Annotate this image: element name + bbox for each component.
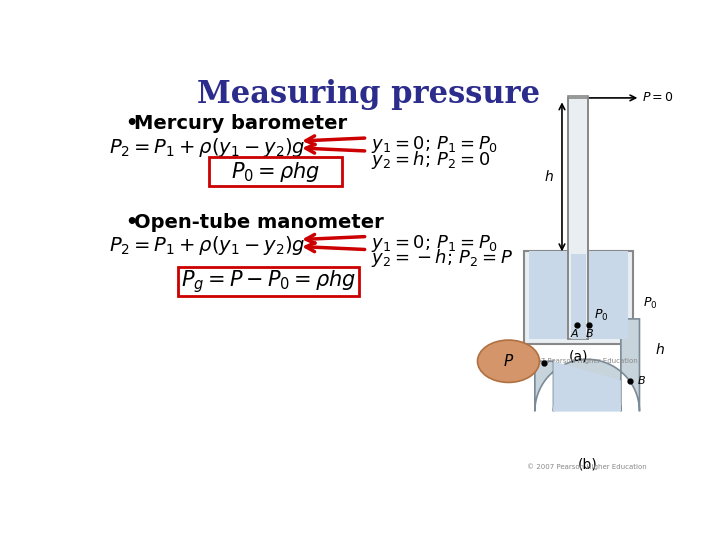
Ellipse shape <box>477 340 539 382</box>
Polygon shape <box>554 361 621 411</box>
Text: © 2007 Pearson Higher Education: © 2007 Pearson Higher Education <box>527 464 647 470</box>
FancyBboxPatch shape <box>178 267 359 296</box>
Text: •: • <box>125 213 138 232</box>
Text: $P_0$: $P_0$ <box>594 308 608 323</box>
Text: Mercury barometer: Mercury barometer <box>134 114 347 133</box>
Text: Measuring pressure: Measuring pressure <box>197 79 541 110</box>
Text: $B$: $B$ <box>585 327 593 339</box>
Text: (a): (a) <box>569 350 588 364</box>
Bar <box>528 251 628 339</box>
Text: $P_2 = P_1 + \rho(y_1 - y_2)g$: $P_2 = P_1 + \rho(y_1 - y_2)g$ <box>109 234 306 257</box>
Text: © 2007 Pearson Higher Education: © 2007 Pearson Higher Education <box>518 357 638 364</box>
Text: $P_0$: $P_0$ <box>642 296 657 311</box>
Text: •: • <box>125 114 138 133</box>
Text: $h$: $h$ <box>655 342 665 357</box>
Text: $P_0 = \rho hg$: $P_0 = \rho hg$ <box>230 160 320 184</box>
Bar <box>568 96 588 339</box>
Text: $y_2 = h;\,P_2 = 0$: $y_2 = h;\,P_2 = 0$ <box>371 148 490 171</box>
Text: $P_g = P - P_0 = \rho hg$: $P_g = P - P_0 = \rho hg$ <box>181 268 356 295</box>
Polygon shape <box>535 319 639 411</box>
Text: $P_2 = P_1 + \rho(y_1 - y_2)g$: $P_2 = P_1 + \rho(y_1 - y_2)g$ <box>109 136 306 159</box>
Text: $P = 0$: $P = 0$ <box>642 91 674 104</box>
Text: $y_2 = -h;\,P_2 = P$: $y_2 = -h;\,P_2 = P$ <box>371 247 513 269</box>
Text: $A$: $A$ <box>570 327 580 339</box>
Text: $A$: $A$ <box>528 357 538 369</box>
Text: Open-tube manometer: Open-tube manometer <box>134 213 384 232</box>
Text: $h$: $h$ <box>544 170 554 184</box>
FancyBboxPatch shape <box>209 157 342 186</box>
Text: $P$: $P$ <box>503 353 514 369</box>
Text: (b): (b) <box>577 457 597 471</box>
Bar <box>570 254 586 339</box>
Text: $y_1 = 0;\,P_1 = P_0$: $y_1 = 0;\,P_1 = P_0$ <box>371 233 498 254</box>
FancyBboxPatch shape <box>524 251 632 343</box>
Text: $y_1 = 0;\,P_1 = P_0$: $y_1 = 0;\,P_1 = P_0$ <box>371 134 498 155</box>
Text: $B$: $B$ <box>636 375 646 387</box>
